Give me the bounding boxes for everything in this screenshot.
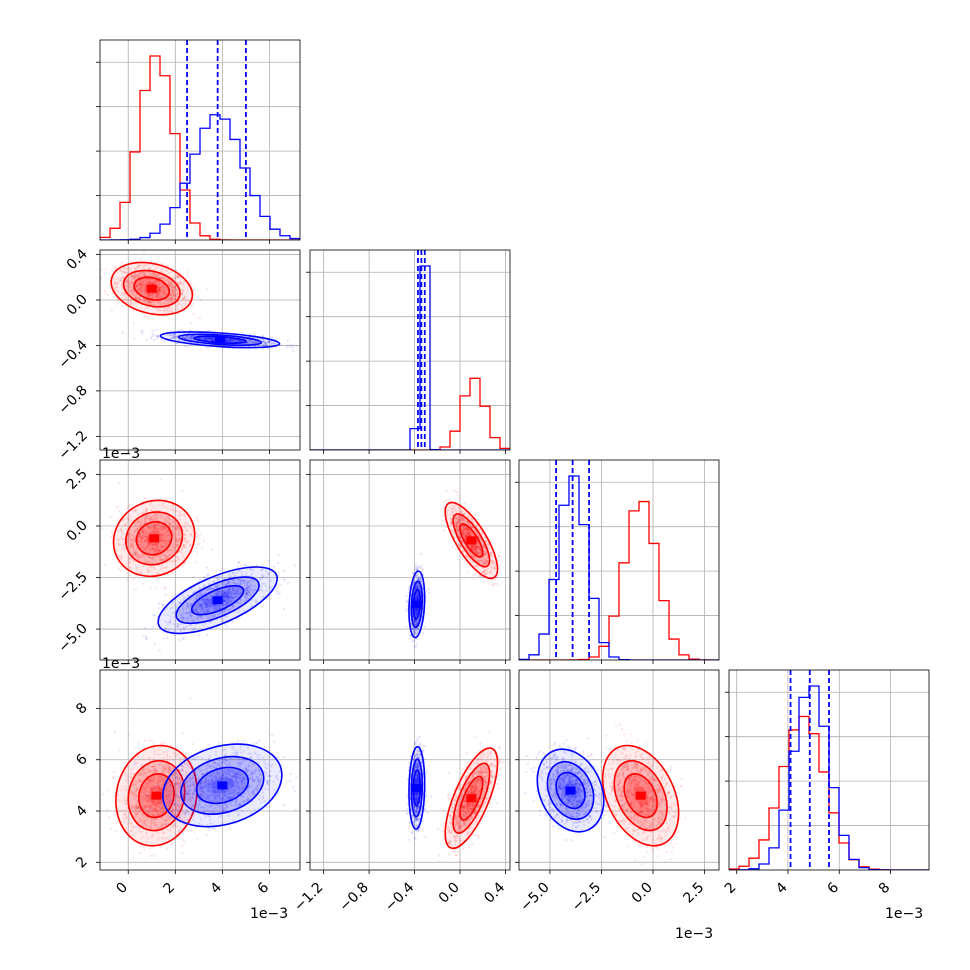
y-tick-label: 4: [73, 802, 91, 820]
x-tick-label: 8: [876, 880, 894, 898]
panel-frame: [99, 249, 301, 451]
x-tick-label: 2: [722, 880, 740, 898]
density-peak-series-1: [565, 786, 576, 795]
y-tick-label: −5.0: [55, 621, 90, 656]
panel-frame: [309, 459, 511, 661]
y-tick-label: −0.4: [55, 337, 90, 372]
panel-frame: [518, 459, 720, 661]
y-tick-label: 6: [73, 751, 91, 769]
panel-3-0: 0 2 4 6 2 4 6 8: [73, 669, 301, 898]
y-offset-label: 1e−3: [102, 446, 140, 462]
x-offset-label: 1e−3: [250, 906, 288, 922]
histogram-series-1: [519, 475, 719, 660]
panel-frame: [518, 669, 720, 871]
x-tick-label: 0: [113, 880, 131, 898]
y-tick-label: −2.5: [55, 569, 90, 604]
panel-1-0: −1.2 −0.8 −0.4 0.0 0.4: [55, 246, 301, 463]
density-peak-series-1: [212, 596, 223, 605]
x-tick-label: 0.0: [629, 880, 656, 907]
density-peak-series-0: [149, 534, 160, 543]
y-tick-label: 0.4: [64, 246, 91, 273]
density-peak-series-0: [466, 794, 477, 803]
panel-frame: [99, 459, 301, 661]
x-tick-label: 4: [773, 879, 791, 897]
x-tick-label: −1.2: [291, 880, 326, 915]
panel-3-2: −5.0 −2.5 0.0 2.5: [515, 669, 720, 915]
panel-frame: [309, 669, 511, 871]
density-peak-series-0: [146, 284, 157, 293]
histogram-series-1: [310, 265, 510, 450]
density-peak-series-0: [151, 791, 162, 800]
panel-2-1: [306, 459, 511, 664]
panel-frame: [99, 669, 301, 871]
x-tick-label: −0.8: [337, 880, 372, 915]
x-tick-label: 2.5: [680, 880, 707, 907]
x-offset-label: 1e−3: [675, 926, 713, 942]
y-tick-label: 2.5: [64, 466, 91, 493]
panel-1-1: [306, 249, 511, 454]
y-tick-label: 2: [73, 854, 91, 872]
density-peak-series-0: [635, 791, 646, 800]
x-tick-label: 2: [161, 880, 179, 898]
panel-2-0: −5.0 −2.5 0.0 2.5: [55, 459, 301, 664]
density-peak-series-1: [217, 781, 228, 790]
y-tick-label: 8: [73, 700, 91, 718]
panel-3-1: −1.2 −0.8 −0.4 0.0 0.4: [291, 669, 511, 915]
x-tick-label: 6: [824, 879, 842, 897]
x-tick-label: 6: [255, 879, 273, 897]
y-offset-label: 1e−3: [102, 656, 140, 672]
panel-frame: [728, 669, 930, 871]
histogram-series-1: [100, 114, 300, 240]
panel-frame: [309, 249, 511, 451]
x-tick-label: 0.4: [481, 879, 508, 906]
density-peak-series-1: [411, 783, 422, 792]
panel-3-3: 2 4 6 8: [722, 669, 930, 898]
panel-0-0: [96, 39, 301, 244]
x-tick-label: −0.4: [382, 879, 417, 914]
x-tick-label: 4: [208, 879, 226, 897]
x-offset-label: 1e−3: [885, 906, 923, 922]
density-peak-series-0: [466, 536, 477, 545]
y-tick-label: −0.8: [55, 382, 90, 417]
density-peak-series-1: [215, 335, 225, 344]
x-tick-label: −2.5: [569, 880, 604, 915]
density-peak-series-1: [411, 600, 422, 609]
x-tick-label: −5.0: [517, 880, 552, 915]
panel-2-2: [515, 459, 720, 664]
panel-frame: [99, 39, 301, 241]
y-tick-label: −1.2: [55, 428, 90, 463]
x-tick-label: 0.0: [436, 880, 463, 907]
y-tick-label: 0.0: [64, 517, 91, 544]
y-tick-label: 0.0: [64, 292, 91, 319]
